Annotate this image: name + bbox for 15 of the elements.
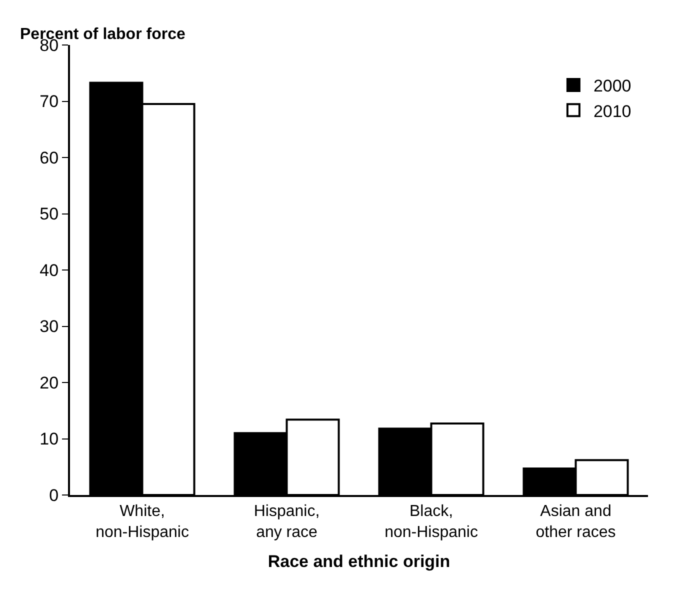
legend-label: 2000 [593, 76, 632, 96]
x-axis-title: Race and ethnic origin [268, 552, 450, 571]
y-tick-label: 50 [40, 204, 59, 224]
legend-label: 2010 [593, 102, 632, 121]
x-tick-label: Asian and other races [536, 503, 616, 541]
x-tick-label: Hispanic, any race [254, 503, 320, 541]
y-tick-label: 60 [40, 148, 59, 168]
y-tick-label: 0 [49, 486, 59, 505]
x-tick-label: Black, non-Hispanic [384, 503, 478, 541]
y-tick-label: 30 [40, 317, 59, 336]
y-tick-label: 40 [40, 260, 59, 280]
y-tick-label: 20 [40, 373, 59, 392]
y-tick-label: 10 [40, 430, 59, 449]
y-tick-label: 70 [40, 92, 59, 112]
x-tick-label: White, non-Hispanic [96, 503, 189, 541]
